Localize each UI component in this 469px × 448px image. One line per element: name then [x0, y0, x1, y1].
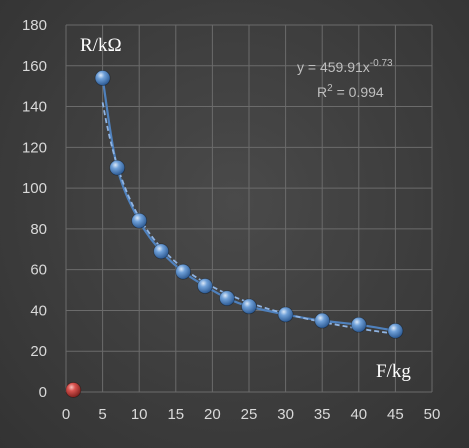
data-point-s0-3	[153, 243, 170, 260]
data-point-s0-7	[241, 298, 257, 315]
r-squared-exponent: 2	[327, 83, 333, 94]
x-tick-label-10: 10	[131, 406, 148, 423]
x-axis-title: F/kg	[376, 361, 411, 382]
y-tick-label-140: 140	[22, 99, 47, 116]
trendline	[101, 102, 396, 335]
y-tick-label-180: 180	[22, 17, 47, 34]
data-point-s0-8	[277, 306, 294, 323]
y-tick-label-60: 60	[30, 262, 47, 279]
data-point-s0-10	[350, 316, 367, 333]
x-tick-label-30: 30	[277, 406, 294, 423]
y-tick-label-120: 120	[22, 139, 47, 156]
x-tick-label-0: 0	[62, 406, 70, 423]
x-tick-label-15: 15	[167, 406, 184, 423]
x-tick-label-40: 40	[350, 406, 367, 423]
r-squared-symbol: R	[317, 84, 327, 100]
data-point-s0-11	[387, 322, 404, 339]
x-tick-label-20: 20	[204, 406, 221, 423]
y-tick-label-40: 40	[30, 302, 47, 319]
y-tick-label-20: 20	[30, 343, 47, 360]
tick-labels: 0 5 10 15 20 25 30 35 40 45 50 0 20 40 60 80 100 120 140 16…	[22, 17, 440, 423]
data-point-s0-2	[131, 212, 148, 229]
x-tick-label-5: 5	[98, 406, 106, 423]
data-markers	[65, 70, 404, 398]
y-tick-label-0: 0	[39, 384, 47, 401]
data-point-s1-0	[65, 382, 82, 398]
x-tick-label-35: 35	[314, 406, 331, 423]
x-tick-label-50: 50	[424, 406, 441, 423]
trendline-path	[101, 102, 396, 335]
data-point-s0-4	[175, 263, 192, 280]
gridlines	[65, 24, 433, 393]
data-point-s0-1	[109, 159, 126, 176]
data-point-s0-5	[197, 278, 213, 294]
data-point-s0-6	[219, 290, 235, 307]
r-squared-value: = 0.994	[333, 84, 384, 100]
trendline-equation-exponent: -0.73	[370, 58, 393, 69]
trendline-equation-base: y = 459.91x	[297, 59, 370, 75]
y-tick-label-80: 80	[30, 221, 47, 238]
x-tick-label-25: 25	[241, 406, 258, 423]
data-point-s0-9	[314, 312, 331, 329]
y-axis-title: R/kΩ	[80, 35, 122, 56]
data-point-s0-0	[94, 70, 111, 86]
trendline-equation: y = 459.91x-0.73	[297, 58, 393, 75]
y-tick-label-160: 160	[22, 58, 47, 75]
x-tick-label-45: 45	[387, 406, 404, 423]
y-tick-label-100: 100	[22, 180, 47, 197]
trendline-r-squared: R2 = 0.994	[317, 83, 384, 100]
